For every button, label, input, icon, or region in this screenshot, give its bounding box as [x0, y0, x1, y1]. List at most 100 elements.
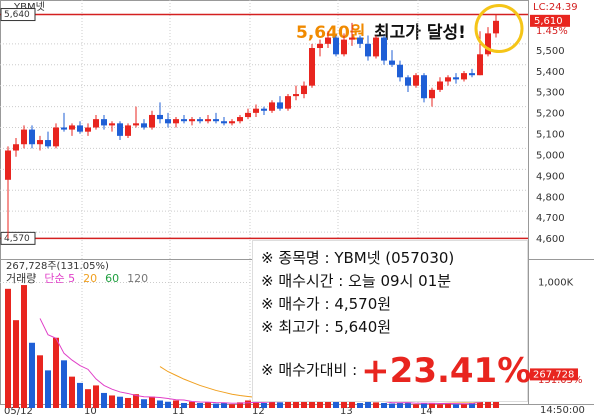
- candle-body: [221, 121, 227, 124]
- lc-label: LC:24.39: [533, 2, 578, 13]
- volume-bar: [373, 402, 379, 408]
- candle-body: [213, 119, 219, 122]
- last-volume-box: [530, 368, 578, 381]
- volume-bar: [221, 402, 227, 408]
- candle-body: [469, 73, 475, 76]
- y-tick-label: 4,900: [536, 171, 565, 182]
- y-tick-label: 4,600: [536, 234, 565, 245]
- candle-body: [325, 37, 331, 44]
- candle-body: [61, 127, 67, 130]
- candle-body: [397, 64, 403, 78]
- volume-bar: [293, 400, 299, 408]
- y-tick-label: 5,200: [536, 109, 565, 120]
- volume-bar: [157, 400, 163, 408]
- candle-body: [149, 114, 155, 128]
- volume-bar: [101, 392, 107, 408]
- candle-body: [269, 102, 275, 111]
- reference-label-box: [0, 231, 36, 245]
- candle-body: [405, 77, 411, 86]
- candle-body: [165, 119, 171, 124]
- volume-bar: [445, 402, 451, 408]
- x-tick-label: 10: [84, 406, 97, 417]
- volume-bar: [245, 400, 251, 408]
- candle-body: [437, 81, 443, 90]
- legend-entry: 거래량: [6, 272, 36, 285]
- volume-bar: [253, 401, 259, 408]
- last-time: 14:50:00: [540, 405, 585, 416]
- candle-body: [349, 37, 355, 40]
- last-price-label: 5,610: [534, 16, 563, 27]
- volume-bar: [269, 401, 275, 408]
- candle-body: [301, 85, 307, 95]
- volume-bar: [405, 402, 411, 408]
- volume-bar: [29, 342, 35, 408]
- candle-body: [173, 119, 179, 124]
- candle-body: [13, 144, 19, 151]
- last-volume-label: 267,728: [533, 369, 574, 380]
- annotation-text: 최고가 달성!: [374, 22, 466, 43]
- volume-bar: [189, 401, 195, 408]
- volume-bar: [381, 402, 387, 408]
- volume-bar: [149, 396, 155, 408]
- candle-body: [117, 123, 123, 136]
- candle-body: [29, 129, 35, 145]
- volume-bar: [357, 402, 363, 408]
- volume-bar: [341, 397, 347, 408]
- volume-bar: [21, 285, 27, 408]
- volume-bar: [165, 401, 171, 408]
- x-tick-label: 13: [340, 406, 353, 417]
- volume-bar: [397, 402, 403, 408]
- candle-body: [445, 77, 451, 82]
- candle-body: [109, 123, 115, 126]
- legend-entry: 120: [127, 272, 148, 285]
- volume-bar: [125, 397, 131, 408]
- volume-bar: [413, 404, 419, 408]
- volume-bar: [85, 389, 91, 408]
- candle-body: [493, 20, 499, 34]
- candle-body: [133, 123, 139, 126]
- volume-bar: [325, 399, 331, 408]
- info-return: ※ 매수가대비 : +23.41%: [261, 353, 531, 388]
- volume-bar: [365, 401, 371, 408]
- volume-bar: [261, 402, 267, 408]
- volume-bar: [213, 403, 219, 408]
- candle-body: [229, 121, 235, 124]
- candle-body: [181, 119, 187, 122]
- volume-bar: [141, 399, 147, 408]
- info-line: ※ 매수가 : 4,570원: [261, 295, 392, 313]
- reference-label: 5,640: [4, 10, 30, 20]
- volume-bar: [37, 355, 43, 408]
- candle-body: [93, 119, 99, 128]
- reference-label-box: [0, 8, 36, 22]
- candle-body: [277, 102, 283, 109]
- volume-bar: [93, 385, 99, 408]
- candle-body: [429, 89, 435, 99]
- candle-body: [389, 60, 395, 65]
- volume-bar: [69, 376, 75, 408]
- y-tick-label: 5,300: [536, 88, 565, 99]
- candle-body: [381, 37, 387, 61]
- candle-body: [317, 43, 323, 49]
- candle-body: [261, 108, 267, 111]
- y-tick-label: 5,000: [536, 150, 565, 161]
- candle-body: [237, 117, 243, 122]
- candle-body: [413, 75, 419, 86]
- candle-body: [141, 123, 147, 128]
- candle-body: [453, 77, 459, 80]
- y-tick-label: 1,000K: [538, 278, 574, 289]
- legend-entry: 20: [83, 272, 97, 285]
- candle-body: [477, 54, 483, 76]
- volume-ratio: 131.05%: [538, 375, 583, 386]
- candle-body: [5, 150, 11, 180]
- x-tick-label: 05/12: [4, 406, 33, 417]
- volume-bar: [237, 402, 243, 408]
- volume-bar: [333, 400, 339, 408]
- info-box: ※ 종목명 : YBM넷 (057030) ※ 매수시간 : 오늘 09시 01…: [252, 240, 531, 402]
- return-label: ※ 매수가대비 :: [261, 361, 358, 379]
- volume-bar: [205, 402, 211, 408]
- volume-bar: [317, 396, 323, 408]
- volume-bar: [117, 396, 123, 408]
- return-value: +23.41%: [361, 350, 532, 391]
